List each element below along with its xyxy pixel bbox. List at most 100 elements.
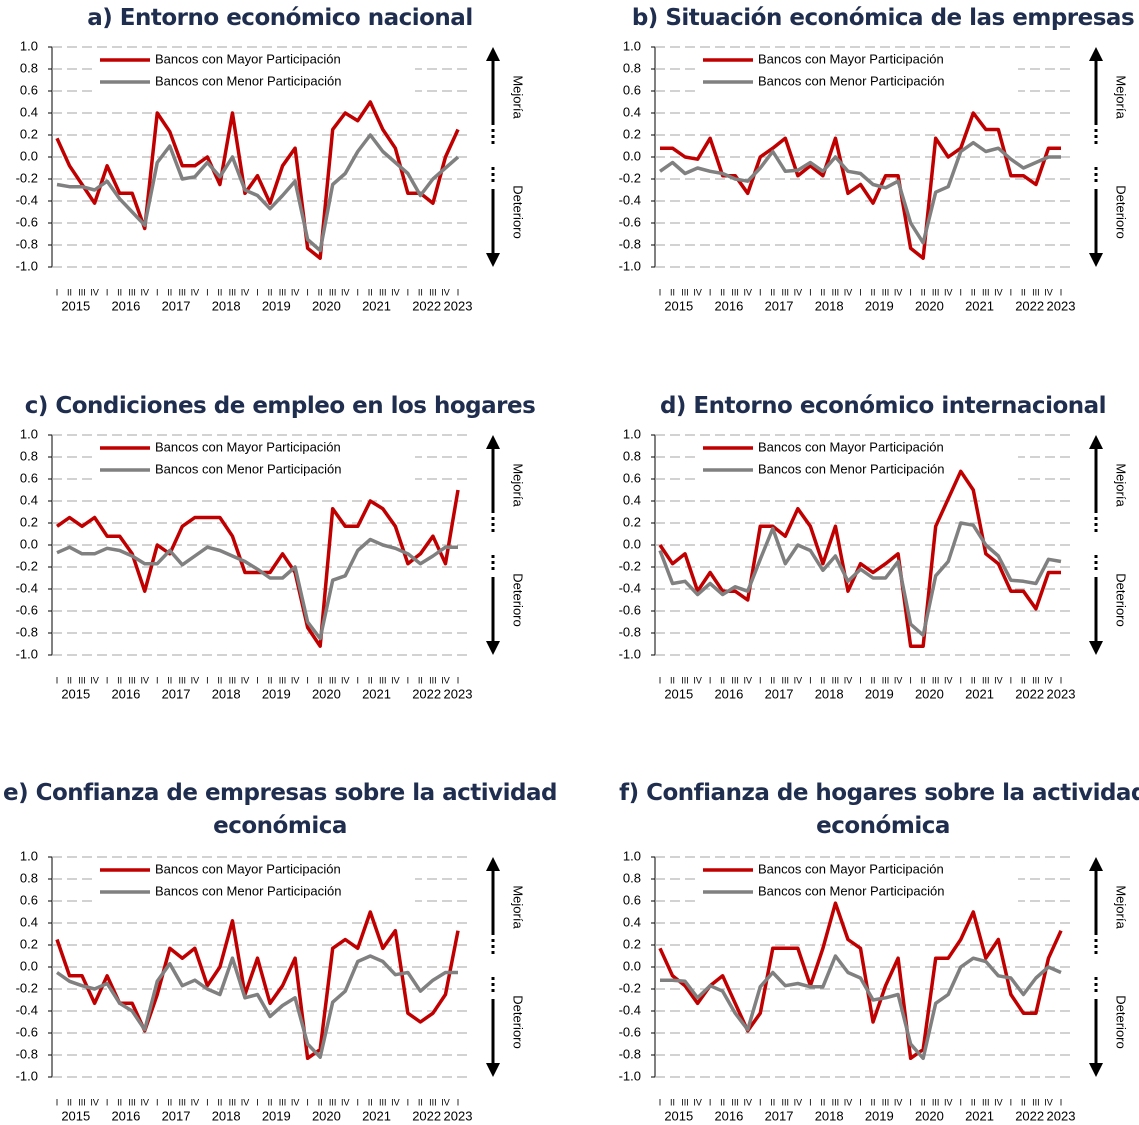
x-tick-label: III — [229, 287, 237, 297]
x-tick-label: II — [921, 675, 926, 685]
year-label: 2015 — [664, 1108, 693, 1123]
y-tick-label: -1.0 — [619, 258, 641, 273]
year-label: 2023 — [1047, 686, 1076, 701]
x-tick-label: III — [832, 287, 840, 297]
x-tick-label: III — [279, 675, 287, 685]
x-tick-label: III — [1032, 1097, 1040, 1107]
year-label: 2021 — [965, 1108, 994, 1123]
x-tick-label: I — [156, 287, 159, 297]
x-tick-label: IV — [241, 287, 250, 297]
x-tick-label: III — [932, 1097, 940, 1107]
y-tick-label: -0.4 — [16, 580, 38, 595]
x-tick-label: IV — [241, 1097, 250, 1107]
y-tick-label: -0.8 — [619, 624, 641, 639]
x-tick-label: II — [418, 1097, 423, 1107]
x-tick-label: III — [379, 287, 387, 297]
x-tick-label: III — [78, 1097, 86, 1107]
year-label: 2020 — [312, 298, 341, 313]
x-tick-label: IV — [844, 1097, 853, 1107]
x-tick-label: IV — [693, 287, 702, 297]
arrow-head — [1089, 435, 1103, 449]
x-tick-label: III — [782, 675, 790, 685]
x-tick-label: IV — [944, 1097, 953, 1107]
year-label: 2019 — [865, 686, 894, 701]
x-tick-label: II — [217, 675, 222, 685]
year-label: 2023 — [444, 686, 473, 701]
year-label: 2018 — [212, 1108, 241, 1123]
arrow-head — [1089, 641, 1103, 655]
y-tick-label: 0.8 — [623, 60, 641, 75]
x-tick-label: II — [318, 675, 323, 685]
chart-title: a) Entorno económico nacional — [87, 5, 473, 31]
x-tick-label: II — [318, 287, 323, 297]
legend-box — [698, 439, 1018, 481]
x-tick-label: III — [78, 287, 86, 297]
y-tick-label: 0.0 — [20, 148, 38, 163]
year-label: 2018 — [212, 298, 241, 313]
y-tick-label: 1.0 — [623, 426, 641, 441]
x-tick-label: I — [759, 1097, 762, 1107]
x-tick-label: I — [659, 675, 662, 685]
x-tick-label: I — [1060, 1097, 1063, 1107]
x-tick-label: II — [167, 287, 172, 297]
x-tick-label: III — [128, 287, 136, 297]
x-tick-label: II — [268, 675, 273, 685]
y-tick-label: 0.2 — [623, 514, 641, 529]
x-tick-label: I — [709, 675, 712, 685]
x-tick-label: IV — [90, 1097, 99, 1107]
annotation: Mejoría — [511, 463, 526, 507]
legend-label: Bancos con Menor Participación — [155, 73, 341, 88]
year-label: 2023 — [444, 298, 473, 313]
x-tick-label: II — [670, 287, 675, 297]
annotation: Mejoría — [1114, 463, 1129, 507]
x-tick-label: I — [56, 287, 59, 297]
year-label: 2018 — [815, 1108, 844, 1123]
x-tick-label: I — [106, 675, 109, 685]
chart-title: b) Situación económica de las empresas — [631, 5, 1135, 31]
x-tick-label: III — [78, 675, 86, 685]
chart: 1.00.80.60.40.20.0-0.2-0.4-0.6-0.8-1.0I I… — [619, 38, 1129, 313]
y-tick-label: 0.6 — [20, 82, 38, 97]
x-tick-label: IV — [894, 675, 903, 685]
x-tick-label: II — [971, 1097, 976, 1107]
x-tick-label: I — [759, 675, 762, 685]
x-tick-label: III — [832, 1097, 840, 1107]
x-tick-label: III — [681, 1097, 689, 1107]
y-tick-label: -0.6 — [619, 1024, 641, 1039]
y-tick-label: 0.0 — [623, 536, 641, 551]
x-tick-label: I — [1010, 675, 1013, 685]
year-label: 2022 — [1015, 686, 1044, 701]
x-tick-label: IV — [894, 1097, 903, 1107]
chart: 1.00.80.60.40.20.0-0.2-0.4-0.6-0.8-1.0I I… — [16, 426, 526, 701]
x-tick-label: IV — [693, 1097, 702, 1107]
legend-label: Bancos con Mayor Participación — [155, 861, 341, 876]
y-tick-label: 0.6 — [623, 82, 641, 97]
x-tick-label: II — [871, 1097, 876, 1107]
annotation: Deterioro — [1114, 995, 1129, 1048]
x-tick-label: II — [720, 287, 725, 297]
arrow-head — [1089, 253, 1103, 267]
x-tick-label: I — [959, 287, 962, 297]
y-tick-label: 0.0 — [623, 958, 641, 973]
x-tick-label: IV — [844, 675, 853, 685]
year-label: 2023 — [444, 1108, 473, 1123]
x-tick-label: I — [256, 287, 259, 297]
chart: 1.00.80.60.40.20.0-0.2-0.4-0.6-0.8-1.0I I… — [16, 848, 526, 1123]
x-tick-label: III — [1032, 675, 1040, 685]
x-tick-label: III — [731, 287, 739, 297]
year-label: 2020 — [312, 686, 341, 701]
x-tick-label: IV — [994, 1097, 1003, 1107]
year-label: 2017 — [765, 298, 794, 313]
y-tick-label: -1.0 — [16, 646, 38, 661]
x-tick-label: III — [128, 675, 136, 685]
x-tick-label: II — [117, 287, 122, 297]
series-line — [56, 537, 458, 641]
chart: 1.00.80.60.40.20.0-0.2-0.4-0.6-0.8-1.0I I… — [619, 426, 1129, 701]
year-label: 2016 — [714, 1108, 743, 1123]
y-tick-label: -0.6 — [16, 214, 38, 229]
y-tick-label: 0.2 — [20, 126, 38, 141]
x-tick-label: I — [809, 287, 812, 297]
y-tick-label: -0.2 — [619, 558, 641, 573]
x-tick-label: IV — [844, 287, 853, 297]
